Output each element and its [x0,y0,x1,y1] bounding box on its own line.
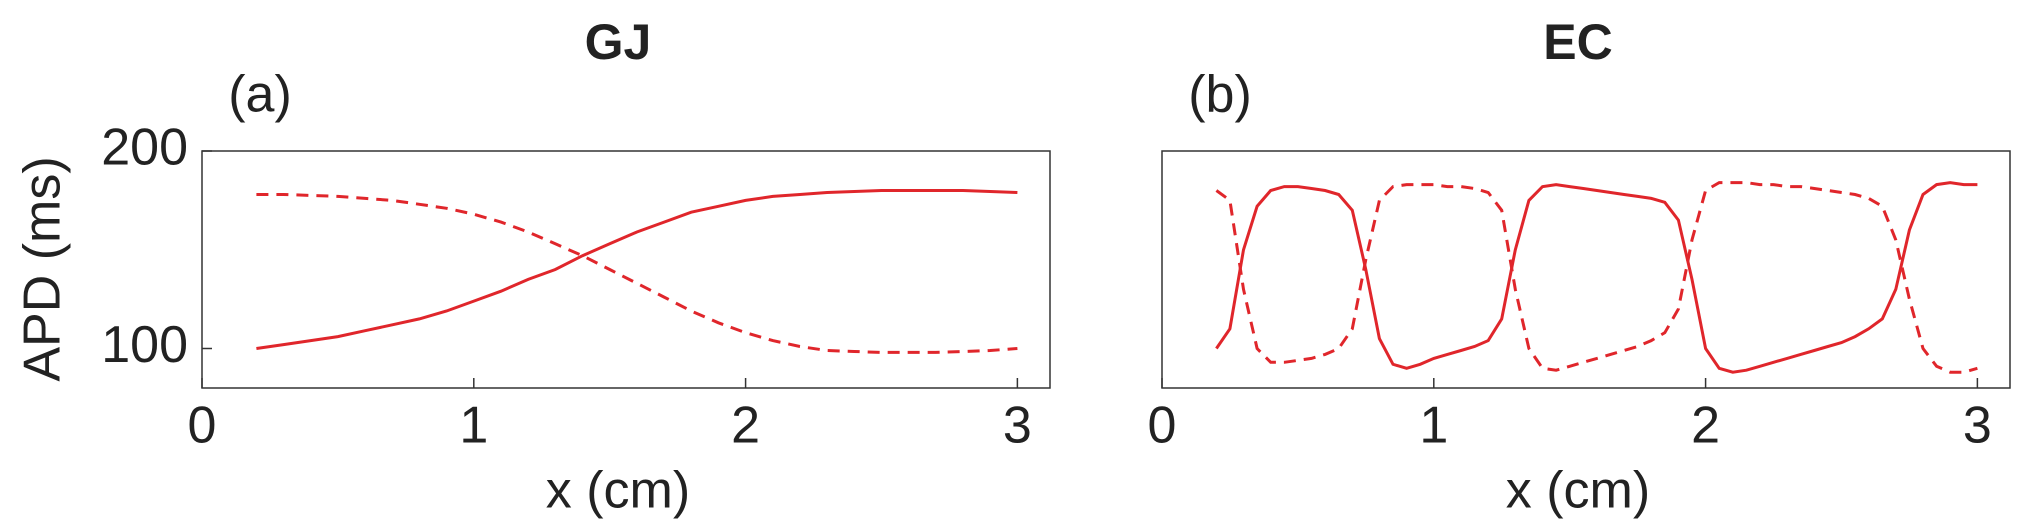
data-line [256,189,1018,350]
x-tick-label: 3 [1003,397,1032,455]
chart-title: GJ [585,14,652,70]
y-axis-label: APD (ms) [14,156,72,381]
x-tick-label: 0 [188,397,217,455]
x-tick-label: 3 [1963,397,1992,455]
data-line [256,193,1018,354]
x-tick-label: 1 [459,397,488,455]
data-line [1215,181,1978,374]
plot-frame [201,150,1051,389]
plot-frame [1161,150,2011,389]
x-axis-label: x (cm) [546,462,690,520]
panel-label: (a) [228,66,292,124]
x-tick-label: 2 [1691,397,1720,455]
chart-title: EC [1543,14,1612,70]
y-tick-label: 200 [101,119,188,177]
x-tick-label: 0 [1148,397,1177,455]
x-axis-label: x (cm) [1506,462,1650,520]
y-tick-label: 100 [101,316,188,374]
x-tick-label: 2 [731,397,760,455]
x-tick-label: 1 [1419,397,1448,455]
data-line [1215,181,1978,374]
panel-label: (b) [1188,66,1252,124]
